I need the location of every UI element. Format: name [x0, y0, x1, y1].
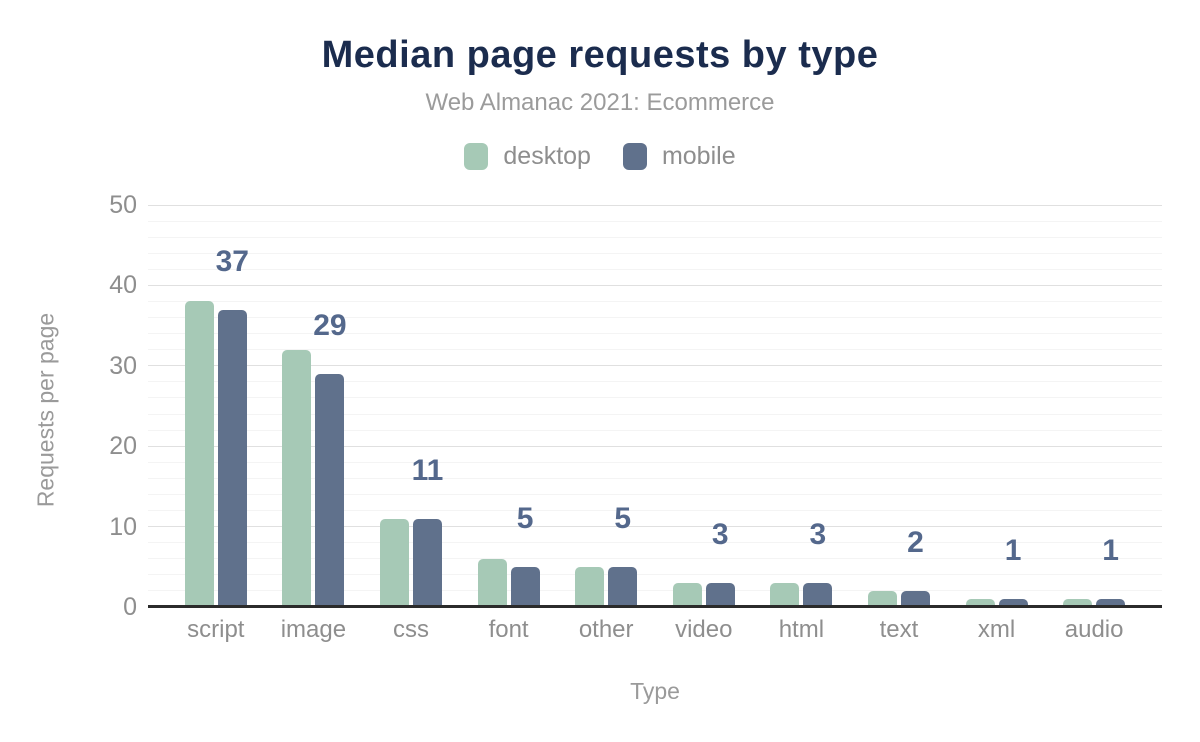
- gridline-minor: [148, 236, 1162, 238]
- gridline-minor: [148, 590, 1162, 592]
- bar-desktop-image: [282, 349, 312, 607]
- gridline-minor: [148, 349, 1162, 351]
- category-group-video: 3: [655, 205, 753, 607]
- gridline-minor: [148, 381, 1162, 383]
- legend-label: desktop: [503, 142, 591, 170]
- gridline-minor: [148, 542, 1162, 544]
- category-group-other: 5: [557, 205, 655, 607]
- bar-desktop-video: [672, 582, 702, 607]
- x-category-video: video: [675, 616, 733, 643]
- data-label-other: 5: [614, 501, 632, 535]
- y-tick-30: 30: [109, 351, 137, 380]
- bar-mobile-font: [510, 566, 540, 607]
- bar-mobile-audio: [1096, 598, 1126, 607]
- x-axis-category-labels: script image css font other video html text xml a…: [167, 616, 1143, 644]
- data-label-xml: 1: [1004, 533, 1022, 567]
- x-category-xml: xml: [977, 616, 1016, 643]
- x-category-css: css: [392, 616, 429, 643]
- gridline-minor: [148, 220, 1162, 222]
- gridline-minor: [148, 397, 1162, 399]
- y-tick-20: 20: [109, 432, 137, 461]
- bar-desktop-other: [575, 566, 605, 607]
- chart-subtitle: Web Almanac 2021: Ecommerce: [425, 89, 775, 116]
- bar-mobile-video: [705, 582, 735, 607]
- y-tick-40: 40: [109, 271, 137, 300]
- bar-mobile-text: [900, 590, 930, 607]
- bar-desktop-html: [770, 582, 800, 607]
- gridline-minor: [148, 429, 1162, 431]
- gridline-minor: [148, 574, 1162, 576]
- gridline-minor: [148, 268, 1162, 270]
- gridline-minor: [148, 300, 1162, 302]
- bar-mobile-other: [608, 566, 638, 607]
- category-group-css: 11: [362, 205, 460, 607]
- data-label-script: 37: [215, 244, 249, 278]
- gridline-minor: [148, 252, 1162, 254]
- category-group-audio: 1: [1045, 205, 1143, 607]
- bar-desktop-audio: [1063, 598, 1093, 607]
- legend-label: mobile: [661, 142, 736, 170]
- x-category-image: image: [280, 616, 347, 643]
- bar-mobile-css: [412, 518, 442, 607]
- x-category-other: other: [578, 616, 634, 643]
- bar-desktop-xml: [965, 598, 995, 607]
- gridline-minor: [148, 493, 1162, 495]
- y-tick-50: 50: [109, 191, 137, 219]
- bars-row: 37 29 11 5 5 3 3 2 1 1: [167, 205, 1143, 607]
- bar-desktop-text: [867, 590, 897, 607]
- x-category-font: font: [488, 616, 529, 643]
- bar-mobile-image: [315, 373, 345, 607]
- x-category-html: html: [778, 616, 825, 643]
- legend-item-mobile[interactable]: mobile: [622, 142, 736, 171]
- y-tick-0: 0: [123, 593, 137, 621]
- data-label-html: 3: [809, 517, 827, 551]
- gridline-minor: [148, 317, 1162, 319]
- data-label-video: 3: [711, 517, 729, 551]
- category-group-image: 29: [265, 205, 363, 607]
- bar-desktop-font: [477, 558, 507, 607]
- x-category-audio: audio: [1064, 616, 1124, 643]
- bar-desktop-css: [379, 518, 409, 607]
- data-label-audio: 1: [1102, 533, 1119, 567]
- data-label-image: 29: [313, 308, 347, 342]
- category-group-font: 5: [460, 205, 558, 607]
- gridline-minor: [148, 413, 1162, 415]
- y-tick-10: 10: [109, 512, 137, 541]
- x-axis-title: Type: [630, 678, 680, 704]
- x-axis-line: [148, 605, 1162, 608]
- gridline-minor: [148, 510, 1162, 512]
- x-category-text: text: [879, 616, 919, 643]
- category-group-html: 3: [753, 205, 851, 607]
- x-category-script: script: [187, 616, 245, 643]
- legend-item-desktop[interactable]: desktop: [464, 142, 591, 171]
- category-group-script: 37: [167, 205, 265, 607]
- legend-swatch-desktop: [464, 143, 489, 170]
- data-label-css: 11: [411, 453, 444, 487]
- gridline-major: [148, 204, 1162, 206]
- gridline-major: [148, 365, 1162, 367]
- bar-mobile-html: [803, 582, 833, 607]
- gridline-minor: [148, 333, 1162, 335]
- legend-swatch-mobile: [622, 143, 647, 170]
- gridline-minor: [148, 461, 1162, 463]
- plot-area: 37 29 11 5 5 3 3 2 1 1: [148, 204, 1162, 607]
- y-axis-title: Requests per page: [32, 312, 59, 508]
- data-label-font: 5: [516, 501, 534, 535]
- category-group-text: 2: [850, 205, 948, 607]
- gridline-minor: [148, 477, 1162, 479]
- bar-mobile-script: [217, 309, 247, 607]
- chart-title: Median page requests by type: [321, 34, 879, 76]
- gridline-major: [148, 284, 1162, 286]
- bar-mobile-xml: [998, 598, 1028, 607]
- legend: desktop mobile: [0, 142, 1200, 171]
- category-group-xml: 1: [948, 205, 1046, 607]
- gridline-major: [148, 445, 1162, 447]
- gridline-major: [148, 526, 1162, 528]
- gridline-minor: [148, 558, 1162, 560]
- data-label-text: 2: [907, 525, 924, 559]
- bar-desktop-script: [184, 301, 214, 607]
